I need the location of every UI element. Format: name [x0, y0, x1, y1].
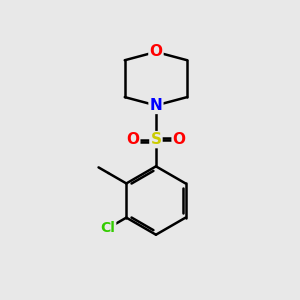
- Text: Cl: Cl: [100, 221, 115, 235]
- Text: O: O: [172, 132, 186, 147]
- Text: N: N: [150, 98, 162, 113]
- Text: O: O: [126, 132, 139, 147]
- Text: S: S: [150, 132, 161, 147]
- Text: O: O: [149, 44, 162, 59]
